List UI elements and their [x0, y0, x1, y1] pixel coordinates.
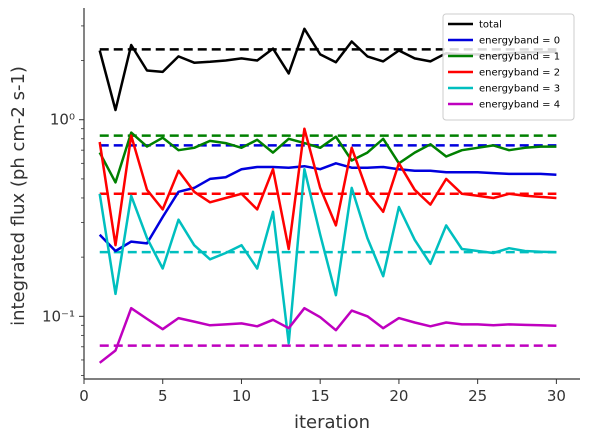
- series-line-2: [98, 131, 557, 184]
- axes: 0 5 10 15 20 25 30 10⁻¹ 10⁰: [42, 8, 580, 405]
- x-tick-label: 10: [232, 387, 251, 405]
- legend-label: total: [479, 20, 502, 31]
- legend: total energyband = 0 energyband = 1 energyb…: [442, 13, 575, 121]
- x-tick-label: 0: [79, 387, 89, 405]
- x-tick-label: 5: [158, 387, 168, 405]
- legend-label: energyband = 4: [479, 100, 560, 111]
- legend-label: energyband = 0: [479, 36, 560, 47]
- series-line-1: [98, 162, 557, 253]
- series-line-5: [98, 306, 557, 364]
- legend-box: [442, 13, 575, 121]
- y-tick-label: 10⁰: [50, 111, 75, 129]
- x-tick-label: 25: [468, 387, 487, 405]
- x-tick-label: 30: [547, 387, 566, 405]
- legend-label: energyband = 2: [479, 68, 560, 79]
- series-line-4: [98, 167, 557, 345]
- legend-label: energyband = 3: [479, 84, 560, 95]
- legend-label: energyband = 1: [479, 52, 560, 63]
- plot-area: [98, 27, 557, 364]
- x-tick-label: 20: [389, 387, 408, 405]
- x-axis-title: iteration: [294, 412, 370, 433]
- y-tick-label: 10⁻¹: [42, 307, 75, 325]
- x-tick-label: 15: [311, 387, 330, 405]
- y-axis-title: integrated flux (ph cm-2 s-1): [8, 66, 29, 326]
- series-line-3: [98, 127, 557, 251]
